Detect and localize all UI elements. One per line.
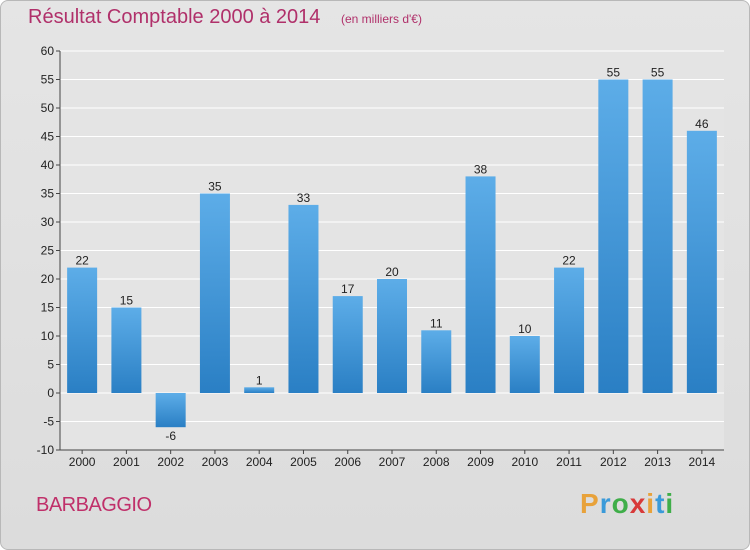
bar-2014	[686, 130, 717, 394]
data-label-2011: 22	[562, 254, 576, 268]
chart-subtitle: (en milliers d'€)	[341, 12, 422, 26]
x-tick-label-2011: 2011	[556, 455, 582, 469]
data-label-2010: 10	[518, 322, 532, 336]
bar-2001	[111, 307, 142, 393]
x-tick-label-2008: 2008	[423, 455, 450, 469]
y-tick-label: 5	[47, 358, 54, 372]
data-label-2004: 1	[256, 373, 263, 387]
y-tick-label: 15	[41, 301, 55, 315]
bar-2004	[244, 387, 275, 393]
y-tick-label: 0	[47, 386, 54, 400]
x-tick-label-2007: 2007	[379, 455, 406, 469]
y-tick-label: 40	[41, 158, 55, 172]
logo-letter: i	[665, 488, 675, 519]
data-label-2014: 46	[695, 117, 709, 131]
data-label-2003: 35	[208, 180, 222, 194]
bar-2008	[421, 330, 452, 393]
y-tick-label: 20	[41, 272, 55, 286]
y-tick-label: -10	[37, 443, 55, 457]
bar-2010	[509, 336, 540, 393]
logo-letter: x	[629, 488, 647, 519]
bars: 22 15 -6 35 1 33 17 20 11 38 10 22 55 55 46	[67, 66, 717, 443]
x-tick-label-2005: 2005	[290, 455, 317, 469]
data-label-2012: 55	[607, 66, 621, 80]
chart-title: Résultat Comptable 2000 à 2014	[28, 6, 321, 28]
data-label-2000: 22	[75, 254, 89, 268]
y-tick-label: -5	[43, 415, 54, 429]
x-tick-label-2009: 2009	[467, 455, 494, 469]
x-tick-label-2010: 2010	[511, 455, 538, 469]
x-tick-label-2002: 2002	[157, 455, 184, 469]
data-label-2002: -6	[165, 429, 176, 443]
bar-2006	[332, 296, 363, 393]
logo-letter: P	[580, 488, 600, 519]
logo-letter: o	[611, 488, 630, 519]
bar-2011	[554, 267, 585, 393]
y-tick-label: 60	[41, 44, 55, 58]
y-tick-label: 55	[41, 73, 55, 87]
y-tick-label: 30	[41, 215, 55, 229]
proxiti-logo: Proxiti	[580, 488, 674, 520]
bar-2002	[155, 393, 186, 428]
y-tick-label: 10	[41, 329, 55, 343]
logo-letter: r	[599, 488, 612, 519]
x-tick-label-2013: 2013	[644, 455, 671, 469]
x-tick-label-2014: 2014	[689, 455, 716, 469]
logo-letter: t	[655, 488, 666, 519]
data-label-2006: 17	[341, 282, 355, 296]
x-tick-label-2006: 2006	[334, 455, 361, 469]
x-tick-label-2000: 2000	[69, 455, 96, 469]
x-tick-label-2012: 2012	[600, 455, 627, 469]
bar-2009	[465, 176, 496, 393]
y-tick-label: 35	[41, 187, 55, 201]
x-tick-label-2004: 2004	[246, 455, 273, 469]
x-tick-label-2003: 2003	[202, 455, 229, 469]
data-label-2013: 55	[651, 66, 665, 80]
y-tick-label: 50	[41, 101, 55, 115]
x-tick-label-2001: 2001	[113, 455, 140, 469]
bar-2005	[288, 204, 319, 393]
data-label-2007: 20	[385, 265, 399, 279]
x-axis: 2000 2001 2002 2003 2004 2005 2006 2007 2008 2009…	[60, 449, 724, 469]
data-label-2001: 15	[120, 294, 134, 308]
data-label-2008: 11	[430, 316, 443, 330]
bar-2007	[377, 279, 407, 393]
y-tick-label: 25	[41, 244, 55, 258]
data-label-2009: 38	[474, 162, 488, 176]
bar-2003	[199, 193, 230, 393]
bar-2000	[67, 267, 98, 393]
bar-2013	[642, 79, 673, 393]
data-label-2005: 33	[297, 191, 311, 205]
bar-2012	[598, 79, 629, 393]
logo-letter: i	[646, 488, 656, 519]
commune-name: BARBAGGIO	[36, 494, 152, 516]
y-tick-label: 45	[41, 130, 55, 144]
